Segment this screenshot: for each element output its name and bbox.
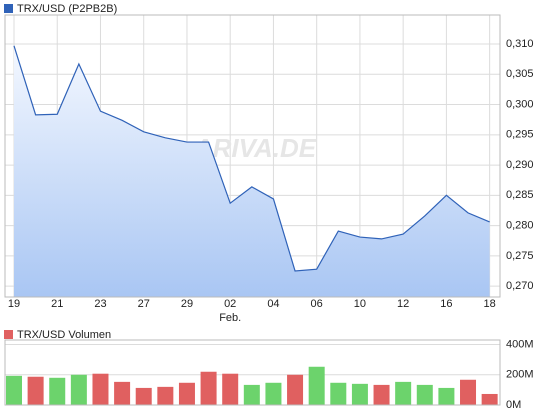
y-tick-label: 0,305 — [506, 68, 534, 80]
area — [14, 45, 490, 298]
bar — [27, 376, 44, 405]
bar — [438, 387, 455, 405]
y-tick-label: 0,290 — [506, 159, 534, 171]
line — [13, 45, 490, 272]
bar — [157, 386, 174, 405]
y-tick-label: 0M — [506, 399, 521, 411]
plot-border — [4, 339, 501, 406]
bar — [92, 373, 109, 405]
x-tick-label: 23 — [94, 298, 106, 310]
bar — [373, 384, 390, 405]
x-tick-label: 21 — [51, 298, 63, 310]
bar — [481, 393, 498, 405]
y-tick-label: 400M — [506, 338, 534, 350]
x-tick-label: 10 — [354, 298, 366, 310]
bar — [49, 377, 66, 405]
x-tick-label: 06 — [311, 298, 323, 310]
y-tick-label: 0,275 — [506, 250, 534, 262]
plot-border — [4, 14, 501, 298]
bar — [114, 381, 131, 405]
y-tick-label: 200M — [506, 369, 534, 381]
x-tick-label: 04 — [267, 298, 279, 310]
legend-label: TRX/USD Volumen — [17, 329, 111, 341]
bar — [200, 371, 217, 405]
bar — [308, 366, 325, 405]
y-tick-label: 0,280 — [506, 219, 534, 231]
legend-swatch — [4, 4, 13, 13]
bar — [135, 387, 152, 405]
y-tick-label: 0,285 — [506, 189, 534, 201]
bar — [265, 382, 282, 405]
x-tick-label: 27 — [138, 298, 150, 310]
y-tick-label: 0,300 — [506, 98, 534, 110]
x-tick-label: 02 — [224, 298, 236, 310]
y-tick-label: 0,295 — [506, 129, 534, 141]
bar — [70, 374, 87, 405]
x-tick-label: 12 — [397, 298, 409, 310]
x-tick-label: 19 — [8, 298, 20, 310]
legend-label: TRX/USD (P2PB2B) — [17, 3, 117, 15]
legend-swatch — [4, 330, 13, 339]
x-tick-label: 18 — [484, 298, 496, 310]
y-tick-label: 0,270 — [506, 280, 534, 292]
bar — [330, 382, 347, 405]
bar — [395, 381, 412, 405]
bar — [222, 373, 239, 405]
bar — [6, 375, 22, 405]
bar — [287, 374, 304, 405]
x-tick-label: 16 — [440, 298, 452, 310]
y-tick-label: 0,310 — [506, 38, 534, 50]
bar — [351, 383, 368, 405]
bar — [416, 384, 433, 405]
x-tick-label: 29 — [181, 298, 193, 310]
bar — [178, 382, 195, 405]
bar — [460, 379, 477, 405]
bar — [243, 384, 260, 405]
x-annotation: Feb. — [219, 312, 241, 324]
